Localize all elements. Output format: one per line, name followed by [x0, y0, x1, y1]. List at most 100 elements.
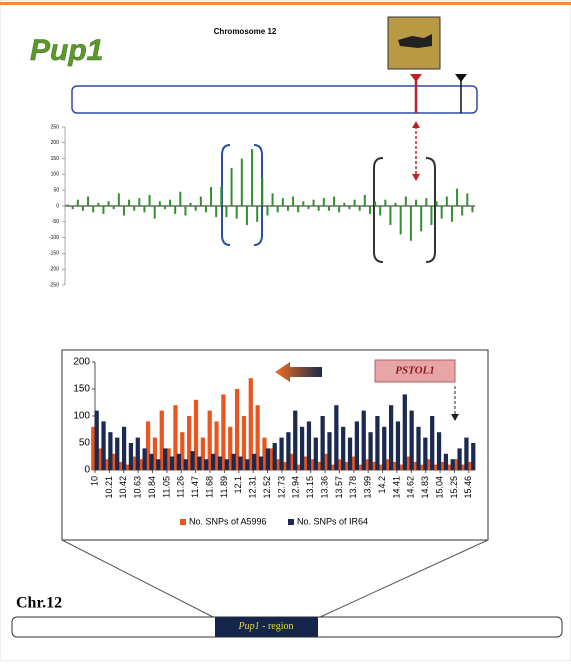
bar — [433, 464, 438, 470]
bar — [430, 416, 435, 470]
bar — [221, 394, 226, 470]
marker-red-head — [410, 74, 422, 82]
bar — [252, 453, 257, 470]
top-rule — [0, 2, 571, 5]
x-tick-label: 11.47 — [190, 476, 200, 498]
bar — [180, 432, 185, 470]
x-tick-label: 10.63 — [133, 476, 143, 499]
x-tick-label: 13.57 — [334, 476, 344, 499]
bar — [156, 459, 161, 470]
bar — [173, 405, 178, 470]
bar — [241, 416, 247, 470]
bar — [313, 437, 318, 470]
bar — [245, 459, 250, 470]
gene-pointer-head — [451, 414, 459, 421]
bar — [375, 416, 380, 470]
x-tick-label: 14.41 — [391, 476, 401, 499]
bar — [310, 459, 315, 470]
bar — [293, 410, 298, 470]
x-tick-label: 11.05 — [161, 476, 171, 498]
bar — [101, 421, 106, 470]
bar — [262, 437, 267, 470]
marker-black-head — [455, 74, 467, 82]
bar — [303, 456, 308, 470]
region — [215, 617, 318, 637]
zoom-line — [317, 539, 489, 619]
bar — [447, 464, 452, 470]
bar — [306, 421, 312, 470]
bar — [282, 461, 288, 470]
bar — [406, 456, 411, 470]
bar — [228, 426, 233, 470]
bar — [289, 453, 294, 470]
bar — [187, 416, 192, 470]
region-italic: Pup1 — [238, 621, 260, 632]
bar — [132, 456, 137, 470]
bar — [354, 421, 359, 470]
y-tick-label: 0 — [84, 465, 90, 476]
bar — [193, 399, 199, 470]
bar — [334, 405, 339, 470]
y-tick-label: 200 — [73, 357, 90, 368]
zoom-line — [61, 539, 216, 619]
x-tick-label: 14.62 — [406, 476, 416, 499]
bar — [450, 459, 455, 470]
chromosome-bar — [71, 85, 478, 114]
legend-swatch — [180, 519, 186, 525]
bar — [210, 453, 216, 470]
x-tick-label: 13.15 — [305, 476, 315, 499]
bar — [159, 410, 164, 470]
y-tick-label: 200 — [51, 140, 60, 146]
y-tick-label: -150 — [49, 251, 59, 257]
bar — [409, 410, 414, 470]
bar — [365, 459, 370, 470]
bar — [399, 464, 404, 470]
x-tick-label: 15.04 — [434, 476, 444, 499]
x-tick-label: 10.84 — [147, 476, 157, 499]
bar — [224, 459, 229, 470]
bar — [139, 459, 144, 470]
bar — [385, 459, 390, 470]
bar — [344, 461, 349, 470]
bar — [395, 421, 401, 470]
legend-label: No. SNPs of IR64 — [297, 516, 368, 526]
x-tick-label: 10.42 — [118, 476, 128, 499]
bar — [323, 453, 329, 470]
bracket — [425, 157, 436, 263]
bar — [111, 453, 116, 470]
bar — [231, 453, 236, 470]
bar — [416, 426, 421, 470]
x-tick-label: 10.21 — [104, 476, 114, 499]
bar — [169, 456, 175, 470]
bar — [94, 410, 99, 470]
y-tick-label: 150 — [73, 384, 90, 395]
bar — [183, 459, 188, 470]
bar — [204, 459, 209, 470]
bar — [200, 437, 205, 470]
bar — [460, 464, 466, 470]
bar — [269, 448, 274, 470]
bar — [378, 464, 383, 470]
bar — [152, 437, 158, 470]
bar — [467, 461, 473, 470]
x-tick-label: 11.26 — [176, 476, 186, 498]
bar — [443, 453, 449, 470]
bar — [436, 432, 442, 470]
bar — [351, 456, 356, 470]
bar — [471, 443, 476, 470]
bar — [279, 437, 284, 470]
y-tick-label: -250 — [49, 282, 59, 288]
x-tick-label: 15.46 — [463, 476, 473, 499]
x-tick-label: 12.31 — [248, 476, 258, 499]
x-tick-label: 11.68 — [204, 476, 214, 498]
bar — [217, 456, 223, 470]
bar — [176, 453, 181, 470]
bar — [412, 461, 418, 470]
y-tick-label: 100 — [73, 411, 90, 422]
bar — [276, 459, 281, 470]
bar — [248, 378, 253, 470]
y-tick-label: -100 — [49, 235, 59, 241]
x-tick-label: 12.1 — [233, 476, 243, 494]
bar — [361, 410, 366, 470]
